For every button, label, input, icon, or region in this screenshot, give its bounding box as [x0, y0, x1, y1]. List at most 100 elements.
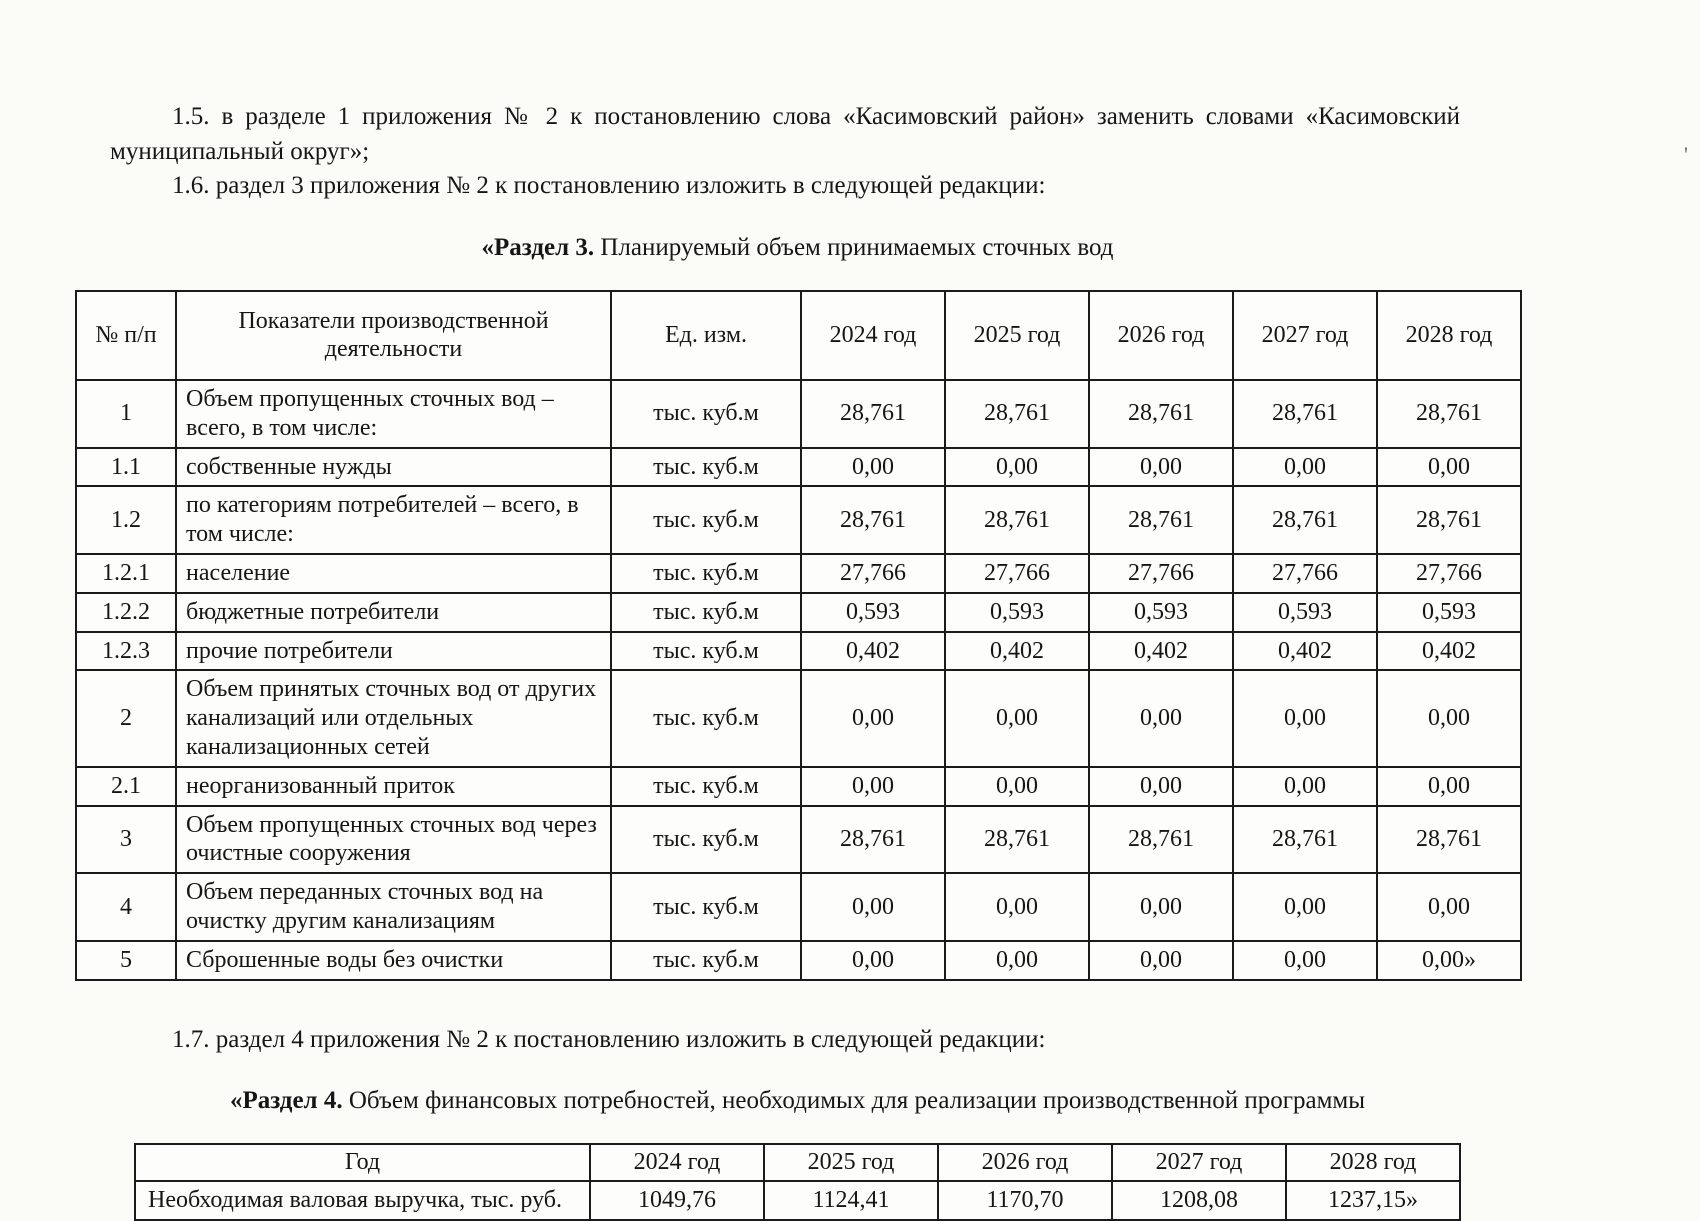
table-row: 1.2.2 бюджетные потребители тыс. куб.м 0,59…: [75, 591, 1522, 633]
table-cell: 1: [75, 379, 177, 449]
table-cell: тыс. куб.м: [610, 669, 802, 768]
header-row: № п/п Показатели производственной деятель…: [75, 289, 1522, 382]
table-cell: 28,761: [800, 804, 946, 875]
column-header: 2025 год: [763, 1143, 939, 1182]
table-cell: тыс. куб.м: [610, 446, 802, 488]
table-cell: 0,00»: [1376, 939, 1522, 981]
table-cell: 27,766: [1376, 553, 1522, 594]
table-cell: 3: [75, 804, 177, 875]
column-header: 2027 год: [1232, 289, 1378, 382]
table-cell: 28,761: [1088, 804, 1234, 875]
table-cell: 1124,41: [763, 1179, 939, 1221]
table-cell: 0,00: [800, 446, 946, 488]
table-cell: тыс. куб.м: [610, 591, 802, 633]
table-cell: 0,402: [1376, 630, 1522, 672]
column-header: Год: [134, 1143, 591, 1182]
section4-title-text: Объем финансовых потребностей, необходим…: [342, 1087, 1366, 1115]
table-cell: тыс. куб.м: [610, 804, 802, 875]
table-cell: 27,766: [1088, 553, 1234, 594]
table-cell: бюджетные потребители: [175, 591, 612, 633]
table-cell: 27,766: [800, 553, 946, 594]
table-cell: 0,00: [1376, 765, 1522, 807]
table-cell: 1049,76: [589, 1179, 765, 1221]
intro-text-block: 1.5. в разделе 1 приложения № 2 к постан…: [110, 100, 1460, 204]
column-header: Показатели производственной деятельности: [175, 289, 612, 382]
column-header: 2024 год: [800, 289, 946, 382]
table-cell: 0,402: [1232, 630, 1378, 672]
table-cell: 0,593: [1232, 591, 1378, 633]
header-row: Год 2024 год 2025 год 2026 год 2027 год 2028 …: [134, 1143, 1461, 1182]
table-cell: тыс. куб.м: [610, 553, 802, 594]
table-cell: тыс. куб.м: [610, 872, 802, 942]
table-cell: 0,00: [1088, 446, 1234, 488]
table-cell: 0,00: [1088, 872, 1234, 942]
table-cell: Объем пропущенных сточных вод через очис…: [175, 804, 612, 875]
table-cell: 0,00: [1376, 872, 1522, 942]
table-cell: 1.2.3: [75, 630, 177, 672]
table-cell: 1237,15»: [1285, 1179, 1461, 1221]
table-cell: 1208,08: [1111, 1179, 1287, 1221]
section4-title: «Раздел 4. Объем финансовых потребностей…: [75, 1087, 1520, 1115]
table-cell: 28,761: [944, 379, 1090, 449]
table-cell: Сброшенные воды без очистки: [175, 939, 612, 981]
table-row: 2.1 неорганизованный приток тыс. куб.м 0,00…: [75, 765, 1522, 807]
table-cell: 28,761: [1088, 485, 1234, 556]
table-row: 2 Объем принятых сточных вод от других ка…: [75, 669, 1522, 768]
table-cell: тыс. куб.м: [610, 379, 802, 449]
paragraph-1-6: 1.6. раздел 3 приложения № 2 к постановл…: [172, 172, 1046, 199]
table-cell: 0,00: [944, 669, 1090, 768]
table-cell: 1.2: [75, 485, 177, 556]
paragraph-1-7: 1.7. раздел 4 приложения № 2 к постановл…: [172, 1025, 1046, 1053]
table-cell: 0,593: [800, 591, 946, 633]
table-cell: 27,766: [1232, 553, 1378, 594]
table-cell: 28,761: [1232, 379, 1378, 449]
table-cell: 0,00: [800, 939, 946, 981]
table-cell: тыс. куб.м: [610, 939, 802, 981]
table-cell: 28,761: [1232, 804, 1378, 875]
table-cell: 0,402: [944, 630, 1090, 672]
table-cell: 0,00: [1088, 669, 1234, 768]
table-row: 5 Сброшенные воды без очистки тыс. куб.м 0,…: [75, 939, 1522, 981]
table-cell: Объем принятых сточных вод от других кан…: [175, 669, 612, 768]
column-header: 2027 год: [1111, 1143, 1287, 1182]
table-row: 1.2.1 население тыс. куб.м 27,766 27,766 27,7…: [75, 553, 1522, 594]
column-header: 2026 год: [1088, 289, 1234, 382]
table-cell: 0,00: [800, 872, 946, 942]
table-cell: 2.1: [75, 765, 177, 807]
table-cell: неорганизованный приток: [175, 765, 612, 807]
table-cell: 0,00: [1376, 446, 1522, 488]
table-cell: прочие потребители: [175, 630, 612, 672]
table-cell: население: [175, 553, 612, 594]
table-cell: 5: [75, 939, 177, 981]
table-cell: 1.2.2: [75, 591, 177, 633]
column-header: 2028 год: [1376, 289, 1522, 382]
table-cell: 0,00: [944, 446, 1090, 488]
table-cell: 0,00: [944, 939, 1090, 981]
table-cell: 28,761: [944, 485, 1090, 556]
section3-title: «Раздел 3. Планируемый объем принимаемых…: [75, 234, 1520, 262]
table-cell: 28,761: [944, 804, 1090, 875]
column-header: 2024 год: [589, 1143, 765, 1182]
table-cell: Объем переданных сточных вод на очистку …: [175, 872, 612, 942]
table-cell: 1170,70: [937, 1179, 1113, 1221]
column-header: 2025 год: [944, 289, 1090, 382]
table-cell: 0,00: [1088, 765, 1234, 807]
table-cell: 28,761: [1376, 485, 1522, 556]
table-row: 1.1 собственные нужды тыс. куб.м 0,00 0,00 0,…: [75, 446, 1522, 488]
table-cell: 0,00: [944, 765, 1090, 807]
table-cell: 28,761: [800, 485, 946, 556]
table-cell: 4: [75, 872, 177, 942]
table-cell: 27,766: [944, 553, 1090, 594]
table-cell: тыс. куб.м: [610, 630, 802, 672]
table-cell: 0,00: [1232, 939, 1378, 981]
column-header: Ед. изм.: [610, 289, 802, 382]
table-cell: 0,00: [1232, 765, 1378, 807]
table-cell: 0,593: [1088, 591, 1234, 633]
section4-table-body: Необходимая валовая выручка, тыс. руб. 10…: [134, 1179, 1461, 1221]
column-header: 2028 год: [1285, 1143, 1461, 1182]
table-row: Необходимая валовая выручка, тыс. руб. 10…: [134, 1179, 1461, 1221]
paragraph-1-5: 1.5. в разделе 1 приложения № 2 к постан…: [110, 103, 1460, 165]
table-cell: 0,593: [944, 591, 1090, 633]
section3-table-header: № п/п Показатели производственной деятель…: [75, 289, 1522, 382]
